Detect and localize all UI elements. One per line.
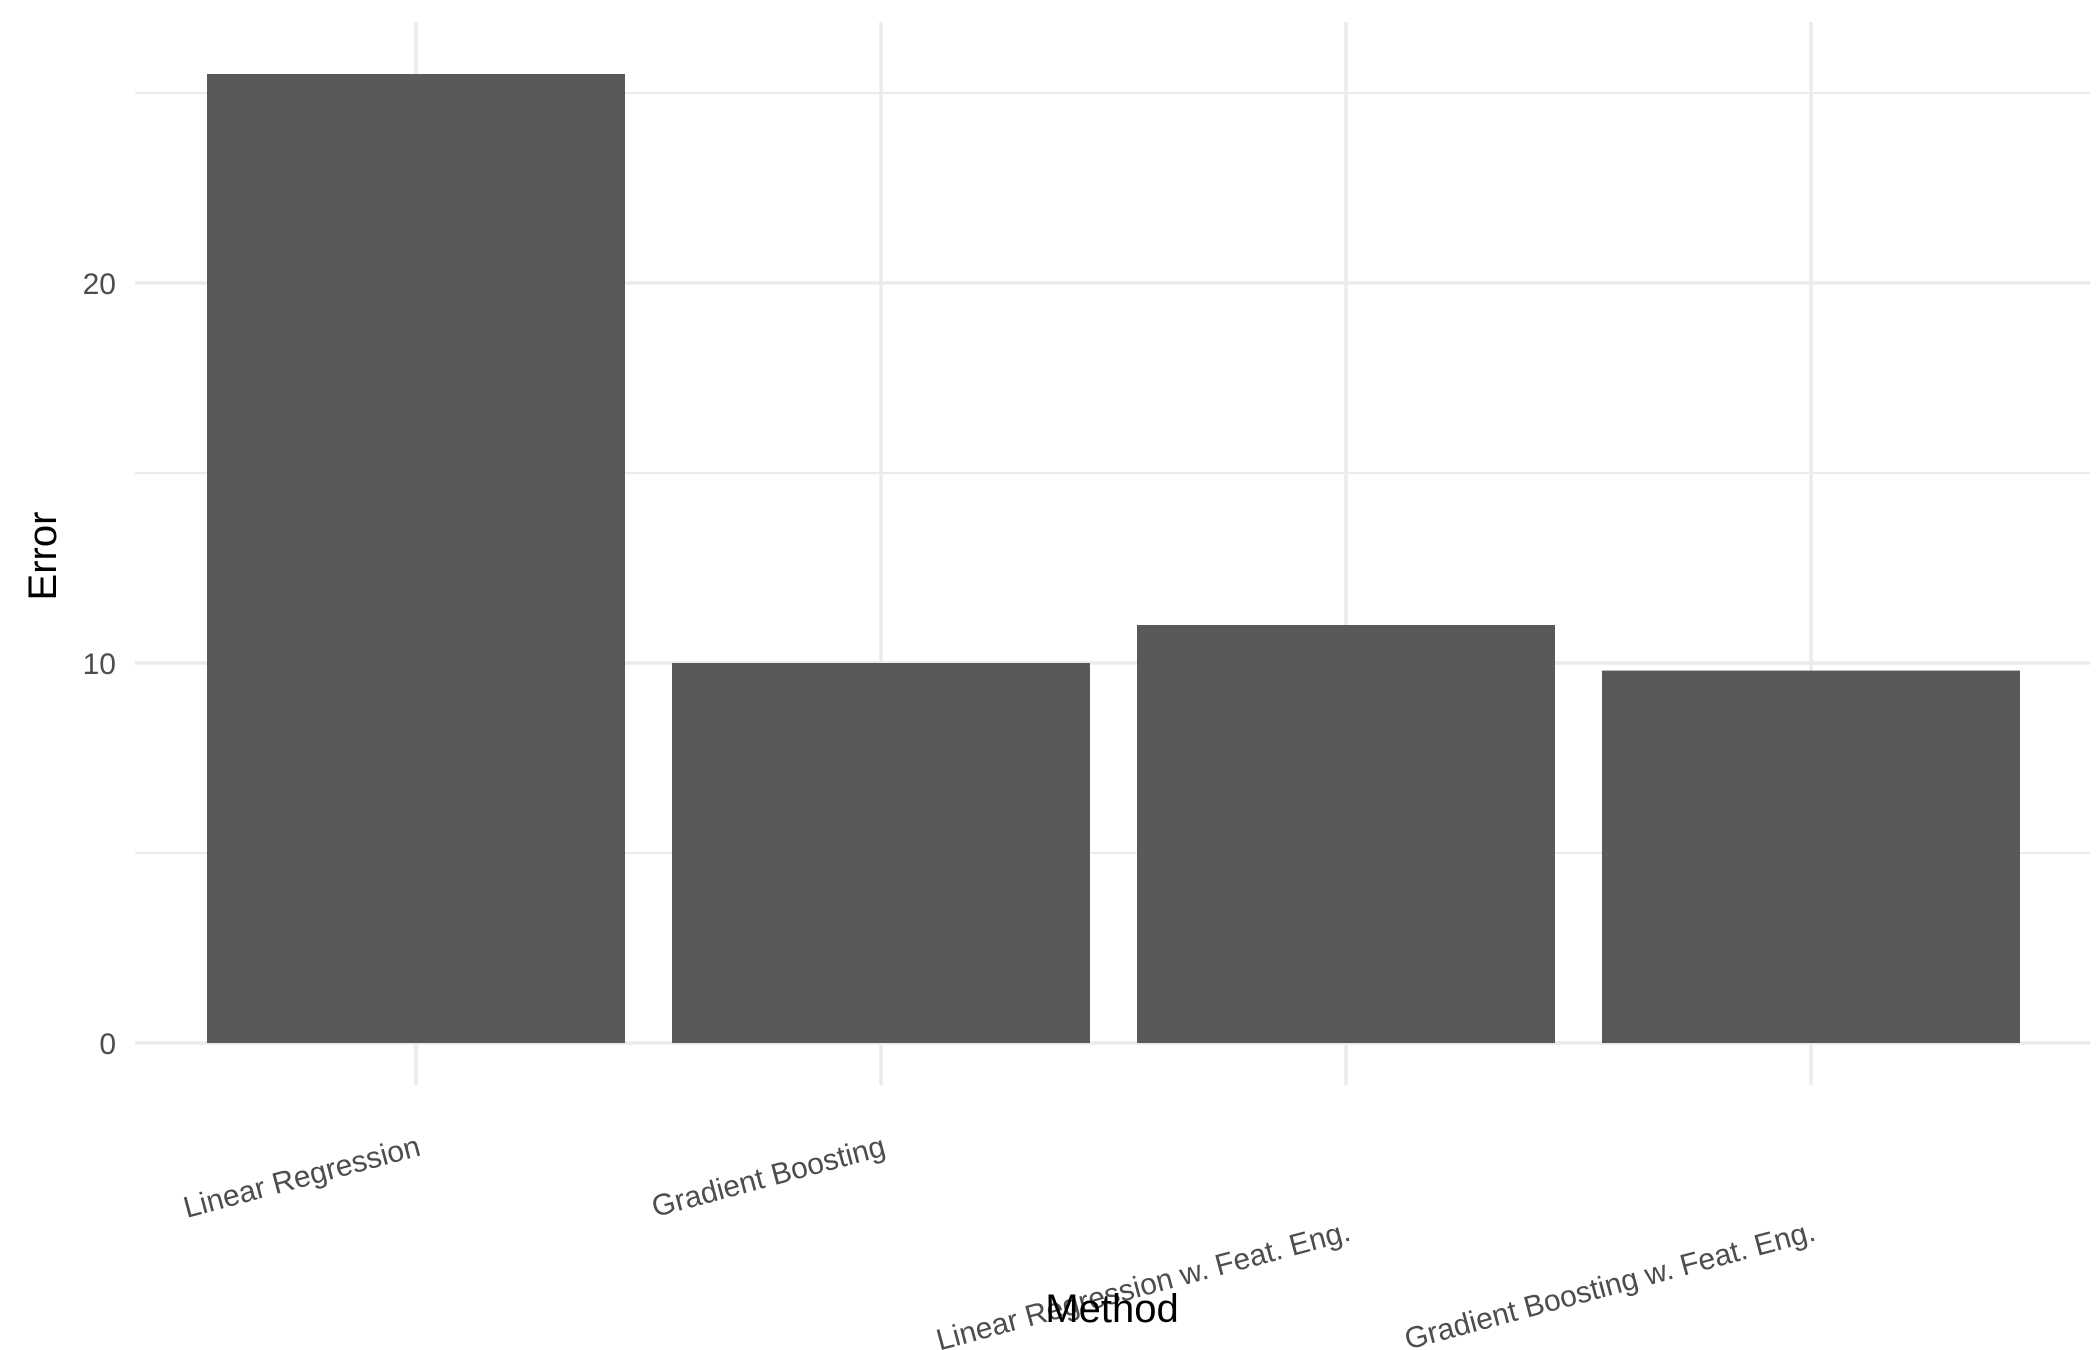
x-axis-title: Method — [1045, 1287, 1178, 1331]
bars — [207, 74, 2020, 1043]
y-tick-label: 20 — [83, 268, 116, 301]
bar — [1137, 625, 1555, 1043]
y-axis-ticks: 0 10 20 — [83, 268, 116, 1061]
y-tick-label: 0 — [99, 1028, 116, 1061]
x-tick-label: Gradient Boosting w. Feat. Eng. — [1401, 1215, 1819, 1350]
x-tick-label: Linear Regression — [180, 1130, 424, 1225]
y-tick-label: 10 — [83, 648, 116, 681]
bar — [1602, 670, 2020, 1043]
y-axis-title: Error — [21, 512, 65, 601]
x-tick-label: Gradient Boosting — [648, 1130, 889, 1224]
x-axis-ticks: Linear Regression Gradient BoostingLinear… — [180, 1130, 1819, 1350]
bar — [207, 74, 625, 1043]
bar — [672, 663, 1090, 1043]
